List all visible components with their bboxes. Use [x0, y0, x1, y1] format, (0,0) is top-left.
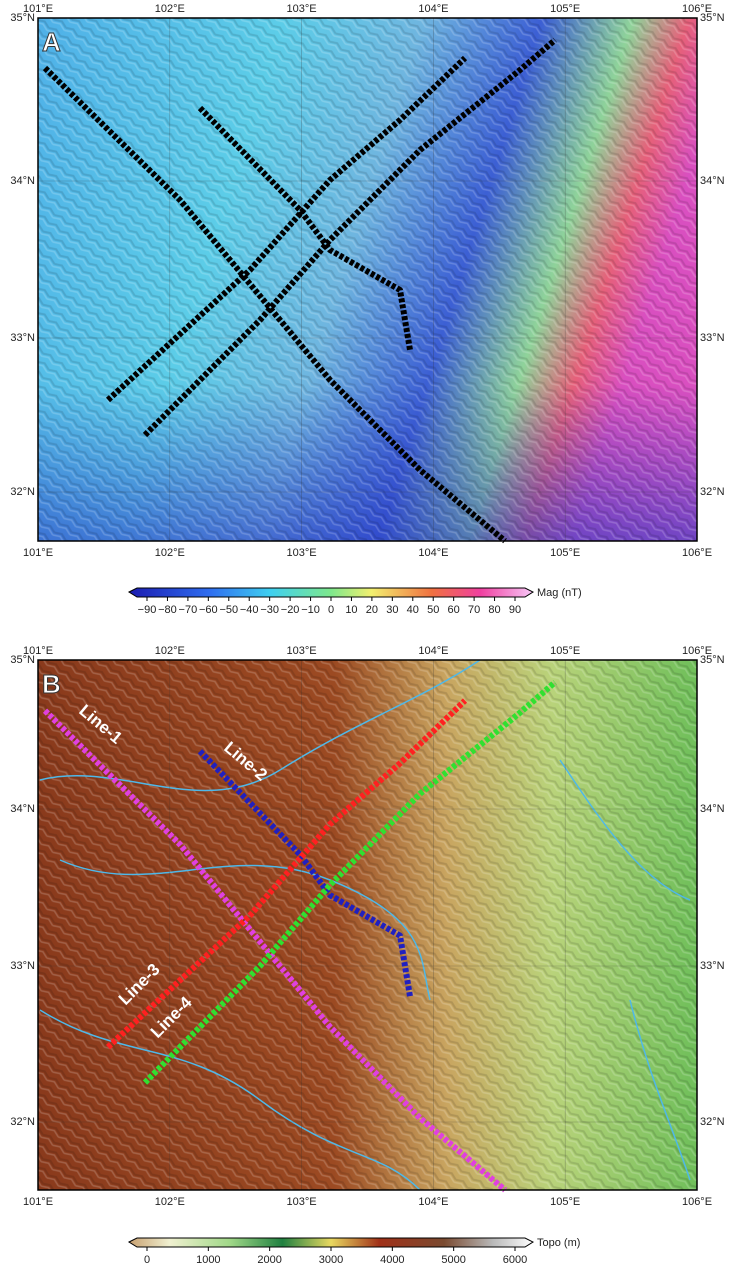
lat-label: 35°N — [700, 12, 725, 24]
colorbar-label: −20 — [281, 604, 300, 616]
lat-label: 32°N — [10, 1116, 35, 1128]
survey-line — [142, 37, 557, 438]
lat-label: 34°N — [700, 803, 725, 815]
lon-label: 103°E — [287, 547, 317, 559]
lon-label: 102°E — [155, 547, 185, 559]
lon-label: 104°E — [418, 3, 448, 15]
survey-line — [42, 65, 507, 544]
colorbar-title: Mag (nT) — [537, 587, 582, 599]
lon-label: 104°E — [418, 645, 448, 657]
lon-label: 101°E — [23, 1196, 53, 1208]
map-panel: 101°E 101°E 102°E 102°E 103°E 103°E 104°E 104°E… — [10, 3, 724, 616]
lon-label: 101°E — [23, 645, 53, 657]
lat-label: 32°N — [700, 1116, 725, 1128]
colorbar-label: 70 — [468, 604, 480, 616]
panel-label: B — [42, 669, 61, 699]
lon-label: 103°E — [287, 645, 317, 657]
lon-label: 102°E — [155, 1196, 185, 1208]
lon-label: 101°E — [23, 3, 53, 15]
lat-label: 35°N — [10, 654, 35, 666]
lon-label: 105°E — [550, 1196, 580, 1208]
colorbar-label: 0 — [144, 1254, 150, 1266]
lat-label: 33°N — [700, 332, 725, 344]
river — [629, 999, 691, 1181]
lon-label: 101°E — [23, 547, 53, 559]
colorbar-label: −80 — [158, 604, 177, 616]
colorbar-label: 2000 — [257, 1254, 281, 1266]
survey-line — [105, 55, 468, 403]
map-frame — [37, 17, 698, 542]
colorbar-label: −10 — [301, 604, 320, 616]
lon-label: 102°E — [155, 645, 185, 657]
colorbar-title: Topo (m) — [537, 1237, 580, 1249]
lon-label: 106°E — [682, 547, 712, 559]
lat-label: 32°N — [700, 486, 725, 498]
colorbar-label: 50 — [427, 604, 439, 616]
survey-line — [142, 679, 557, 1085]
lon-label: 104°E — [418, 547, 448, 559]
lon-label: 105°E — [550, 547, 580, 559]
river — [39, 1009, 421, 1191]
colorbar-label: −30 — [260, 604, 279, 616]
lon-label: 103°E — [287, 1196, 317, 1208]
colorbar-label: 20 — [366, 604, 378, 616]
colorbar-label: 80 — [488, 604, 500, 616]
lon-label: 106°E — [682, 1196, 712, 1208]
lon-label: 105°E — [550, 645, 580, 657]
colorbar-label: −90 — [138, 604, 157, 616]
lon-label: 106°E — [682, 645, 712, 657]
relief-texture — [38, 660, 697, 1190]
colorbar — [127, 1237, 535, 1248]
panels: 101°E 101°E 102°E 102°E 103°E 103°E 104°E 104°E… — [10, 3, 724, 1266]
lon-label: 105°E — [550, 3, 580, 15]
panel-label: A — [42, 27, 61, 57]
colorbar-label: −60 — [199, 604, 218, 616]
survey-line — [197, 105, 413, 351]
survey-lines — [42, 37, 557, 544]
relief-texture — [38, 18, 697, 541]
colorbar-label: 30 — [386, 604, 398, 616]
lat-label: 34°N — [10, 803, 35, 815]
colorbar-label: 5000 — [441, 1254, 465, 1266]
lat-label: 33°N — [10, 960, 35, 972]
colorbar-label: 1000 — [196, 1254, 220, 1266]
colorbar-label: −70 — [179, 604, 198, 616]
river — [559, 759, 691, 901]
survey-lines — [42, 679, 557, 1193]
colorbar-label: 4000 — [380, 1254, 404, 1266]
colorbar-label: 3000 — [319, 1254, 343, 1266]
lat-label: 34°N — [10, 175, 35, 187]
colorbar-label: −50 — [219, 604, 238, 616]
lat-label: 33°N — [10, 332, 35, 344]
colorbar-label: −40 — [240, 604, 259, 616]
colorbar — [127, 587, 535, 598]
lon-label: 106°E — [682, 3, 712, 15]
lon-label: 103°E — [287, 3, 317, 15]
colorbar-label: 40 — [407, 604, 419, 616]
river — [59, 859, 431, 1001]
survey-line — [197, 749, 413, 997]
lat-label: 32°N — [10, 486, 35, 498]
colorbar-label: 10 — [345, 604, 357, 616]
survey-line — [105, 698, 468, 1050]
river — [39, 659, 481, 792]
map-panel: 101°E 101°E 102°E 102°E 103°E 103°E 104°E 104°E… — [10, 645, 724, 1266]
lat-label: 35°N — [700, 654, 725, 666]
survey-line — [42, 708, 507, 1193]
colorbar-label: 90 — [509, 604, 521, 616]
colorbar-label: 6000 — [503, 1254, 527, 1266]
lat-label: 34°N — [700, 175, 725, 187]
colorbar-label: 0 — [328, 604, 334, 616]
colorbar-label: 60 — [448, 604, 460, 616]
lon-label: 104°E — [418, 1196, 448, 1208]
lon-label: 102°E — [155, 3, 185, 15]
lat-label: 35°N — [10, 12, 35, 24]
lat-label: 33°N — [700, 960, 725, 972]
map-frame — [37, 659, 698, 1191]
